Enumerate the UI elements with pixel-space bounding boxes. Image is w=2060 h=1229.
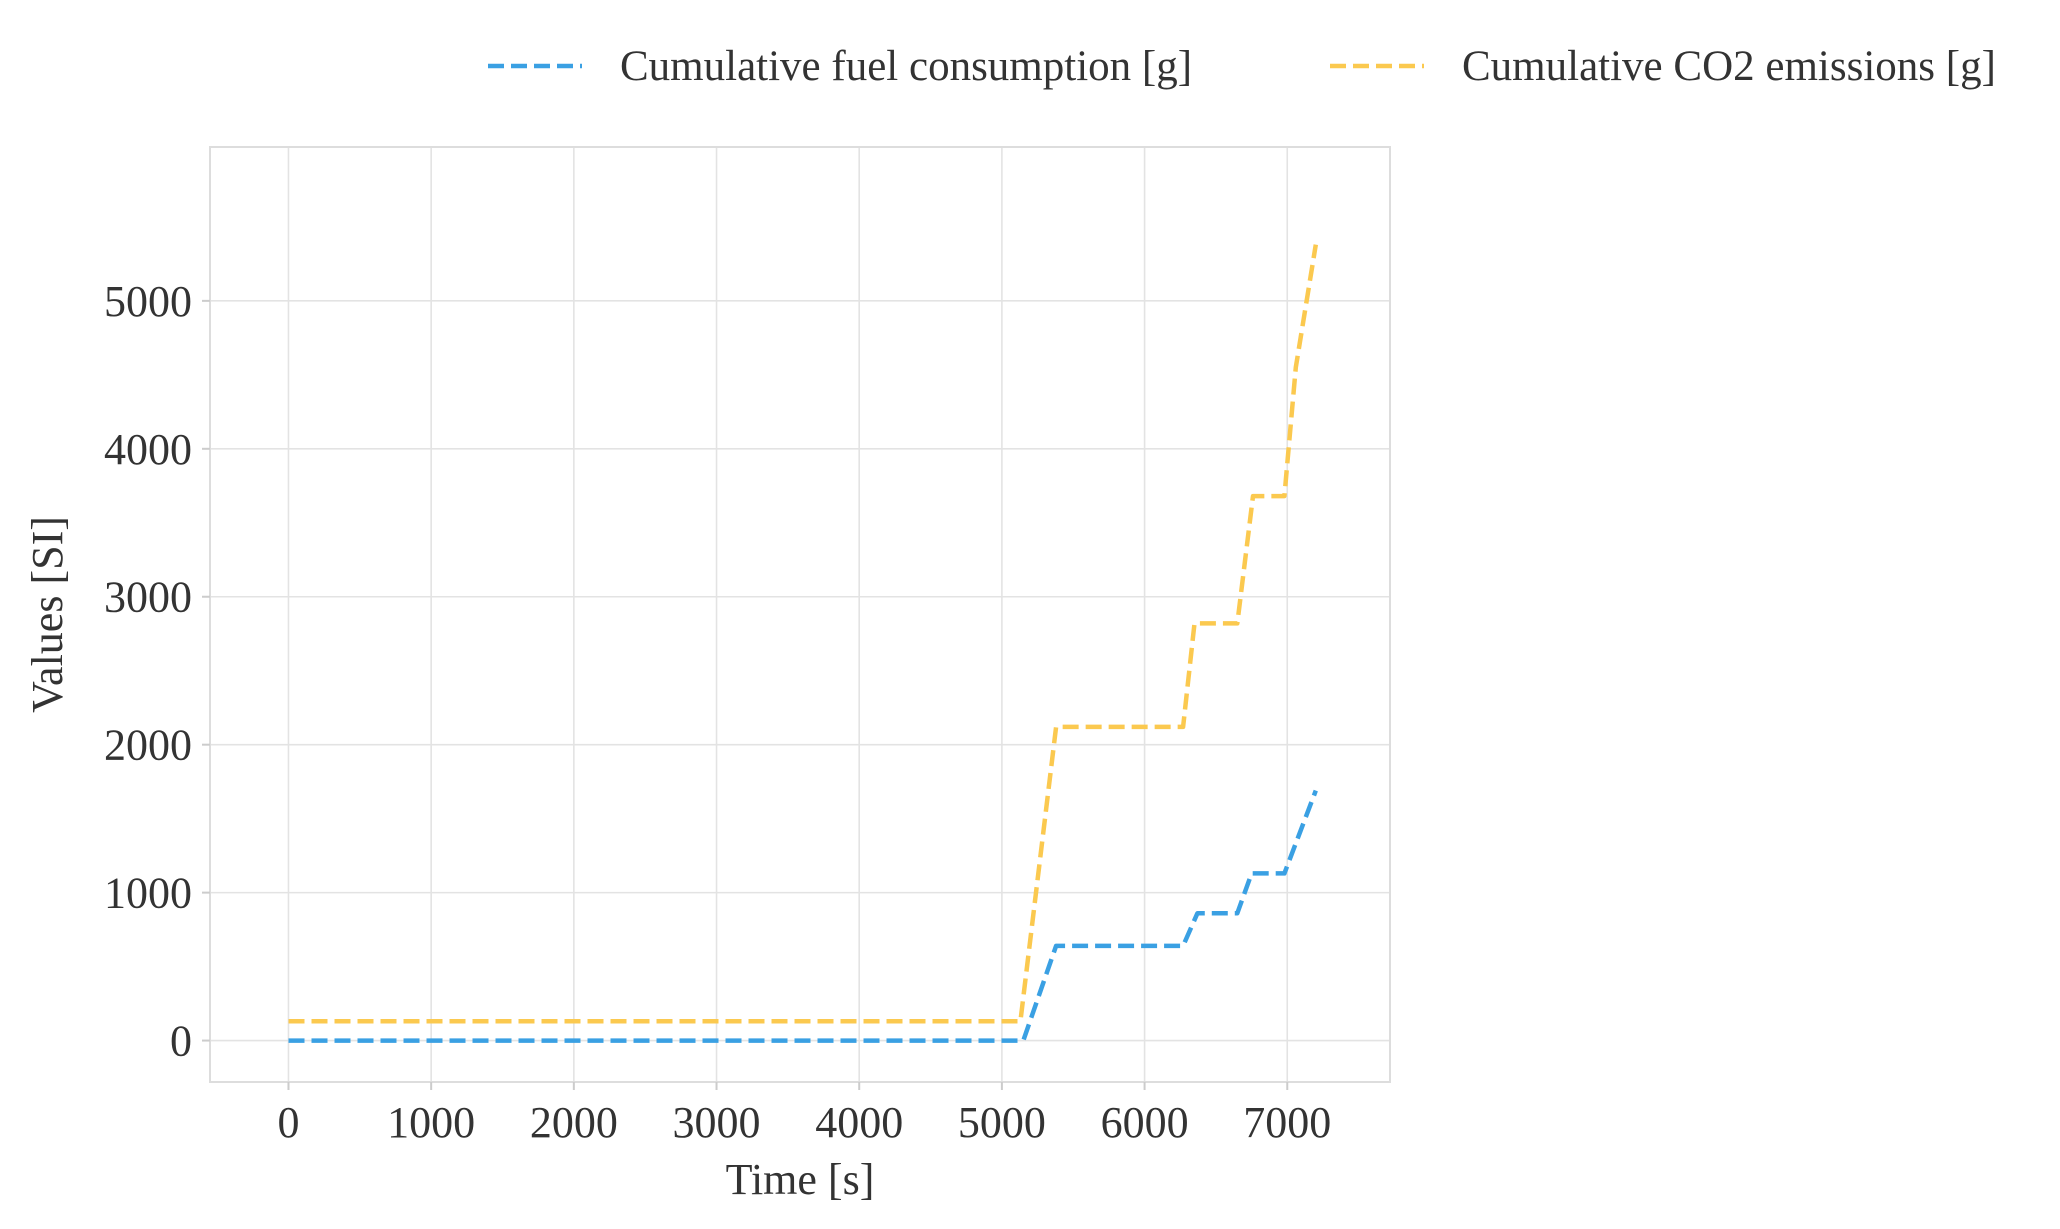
y-tick-label: 0 (170, 1017, 192, 1066)
x-tick-label: 5000 (958, 1098, 1046, 1147)
x-tick-label: 6000 (1101, 1098, 1189, 1147)
y-axis-ticks: 0 1000 2000 3000 4000 5000 (104, 277, 210, 1066)
x-axis-ticks: 0 1000 2000 3000 4000 5000 6000 7000 (277, 1082, 1331, 1147)
grid (210, 147, 1390, 1082)
legend: Cumulative fuel consumption [g] Cumulati… (488, 43, 1996, 90)
x-axis-label: Time [s] (726, 1155, 875, 1204)
y-tick-label: 3000 (104, 573, 192, 622)
series-line-co2 (288, 244, 1319, 1024)
y-tick-label: 1000 (104, 869, 192, 918)
x-tick-label: 4000 (815, 1098, 903, 1147)
x-tick-label: 0 (277, 1098, 299, 1147)
x-tick-label: 1000 (387, 1098, 475, 1147)
y-axis-label: Values [SI] (23, 516, 72, 713)
legend-label-fuel: Cumulative fuel consumption [g] (620, 43, 1192, 90)
y-tick-label: 4000 (104, 425, 192, 474)
legend-label-co2: Cumulative CO2 emissions [g] (1462, 43, 1996, 90)
x-tick-label: 2000 (530, 1098, 618, 1147)
y-tick-label: 5000 (104, 277, 192, 326)
series-layer (288, 244, 1319, 1043)
y-tick-label: 2000 (104, 721, 192, 770)
series-line-fuel (288, 789, 1318, 1043)
x-tick-label: 3000 (673, 1098, 761, 1147)
x-tick-label: 7000 (1243, 1098, 1331, 1147)
plot-frame (209, 146, 1391, 1083)
